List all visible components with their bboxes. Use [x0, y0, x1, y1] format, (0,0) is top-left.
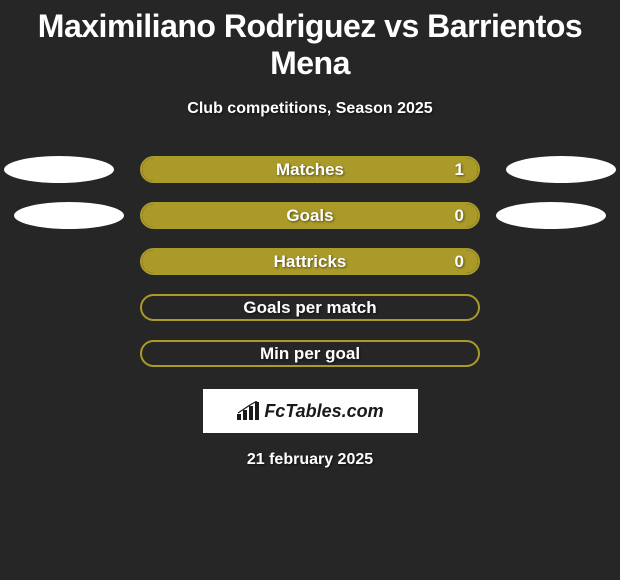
stat-row: Min per goal	[0, 340, 620, 367]
right-player-marker	[506, 156, 616, 183]
stat-row: Goals per match	[0, 294, 620, 321]
page-title: Maximiliano Rodriguez vs Barrientos Mena	[0, 8, 620, 82]
stat-row: Goals 0	[0, 202, 620, 229]
subtitle: Club competitions, Season 2025	[0, 100, 620, 118]
stat-label: Hattricks	[274, 252, 347, 272]
stat-bar: Goals 0	[140, 202, 480, 229]
stat-rows: Matches 1 Goals 0 Hattricks 0 Goals per match M…	[0, 156, 620, 367]
stat-label: Min per goal	[260, 344, 360, 364]
stat-bar: Matches 1	[140, 156, 480, 183]
stat-label: Goals per match	[243, 298, 376, 318]
logo-text: FcTables.com	[264, 401, 383, 422]
stat-bar: Goals per match	[140, 294, 480, 321]
logo-box: FcTables.com	[203, 389, 418, 433]
stat-label: Goals	[286, 206, 333, 226]
stat-bar: Min per goal	[140, 340, 480, 367]
stat-value: 1	[455, 160, 464, 180]
stat-value: 0	[455, 206, 464, 226]
left-player-marker	[14, 202, 124, 229]
stat-row: Matches 1	[0, 156, 620, 183]
comparison-infographic: Maximiliano Rodriguez vs Barrientos Mena…	[0, 0, 620, 469]
stat-label: Matches	[276, 160, 344, 180]
date-label: 21 february 2025	[0, 451, 620, 469]
stat-bar: Hattricks 0	[140, 248, 480, 275]
left-player-marker	[4, 156, 114, 183]
right-player-marker	[496, 202, 606, 229]
stat-row: Hattricks 0	[0, 248, 620, 275]
stat-value: 0	[455, 252, 464, 272]
bar-chart-icon	[236, 401, 260, 421]
